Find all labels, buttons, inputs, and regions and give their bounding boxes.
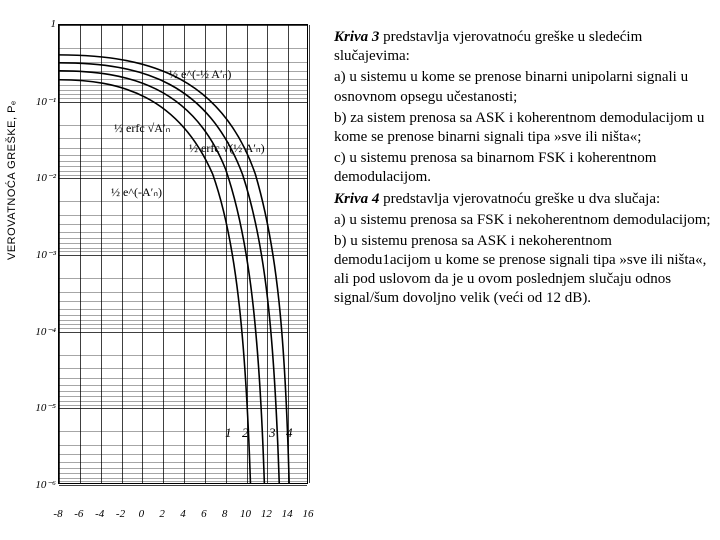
gridline-h [59,332,307,333]
xtick: -4 [95,508,104,520]
gridline-h-minor [59,391,307,392]
kriva3-lead: Kriva 3 [334,29,379,45]
gridline-h [59,25,307,26]
gridline-h-minor [59,292,307,293]
plot-area: ½ e^(-½ A′ₙ) ½ erfc √A′ₙ ½ erfc √(½ A′ₙ) ½ … [58,24,308,484]
gridline-h-minor [59,232,307,233]
xtick: 14 [282,508,293,520]
gridline-h [59,178,307,179]
gridline-h-minor [59,125,307,126]
xtick: 4 [180,508,186,520]
xtick: -8 [53,508,62,520]
curve-4 [59,55,289,483]
ytick: 10⁻² [30,171,56,184]
gridline-h-minor [59,243,307,244]
xtick: -6 [74,508,83,520]
gridline-h [59,102,307,103]
formula-label: ½ erfc √(½ A′ₙ) [189,141,265,156]
gridline-h-minor [59,138,307,139]
gridline-h-minor [59,378,307,379]
gridline-h-minor [59,309,307,310]
gridline-h-minor [59,201,307,202]
gridline-h-minor [59,462,307,463]
gridline-h-minor [59,248,307,249]
kriva3-c: c) u sistemu prenosa sa binarnom FSK i k… [334,149,712,187]
gridline-h-minor [59,478,307,479]
gridline-h-minor [59,171,307,172]
ytick: 1 [30,18,56,30]
text-panel: Kriva 3 predstavlja vjerovatnoću greške … [330,0,720,540]
gridline-h-minor [59,94,307,95]
gridline-h-minor [59,175,307,176]
gridline-h-minor [59,328,307,329]
gridline-h-minor [59,62,307,63]
gridline-h-minor [59,238,307,239]
kriva3-a: a) u sistemu u kome se prenose binarni u… [334,68,712,106]
formula-label: ½ erfc √A′ₙ [114,121,170,136]
gridline-v [309,25,310,483]
gridline-h-minor [59,468,307,469]
gridline-h-minor [59,278,307,279]
curve-number: 1 [225,425,232,441]
ytick: 10⁻⁶ [30,478,56,491]
gridline-h-minor [59,215,307,216]
gridline-h-minor [59,320,307,321]
gridline-h-minor [59,224,307,225]
kriva3-block: Kriva 3 predstavlja vjerovatnoću greške … [334,28,712,66]
gridline-h-minor [59,98,307,99]
kriva4-intro: predstavlja vjerovatnoću greške u dva sl… [379,191,660,207]
xtick: 10 [240,508,251,520]
gridline-h-minor [59,445,307,446]
gridline-h-minor [59,396,307,397]
xtick: 16 [303,508,314,520]
gridline-h-minor [59,368,307,369]
gridline-h [59,408,307,409]
ytick: 10⁻¹ [30,95,56,108]
y-axis-label: VEROVATNOĆA GREŠKE, Pₑ [6,100,18,260]
gridline-h [59,485,307,486]
gridline-h-minor [59,315,307,316]
xtick: 12 [261,508,272,520]
ytick: 10⁻⁵ [30,401,56,414]
gridline-h-minor [59,473,307,474]
gridline-h-minor [59,48,307,49]
xtick: 2 [159,508,165,520]
curve-number: 3 [269,425,276,441]
kriva3-intro: predstavlja vjerovatnoću greške u sledeć… [334,29,642,64]
gridline-h-minor [59,85,307,86]
gridline-h-minor [59,355,307,356]
formula-label: ½ e^(-½ A′ₙ) [169,67,231,82]
curve-number: 2 [242,425,249,441]
gridline-h-minor [59,90,307,91]
kriva4-b: b) u sistemu prenosa sa ASK i nekoherent… [334,232,712,309]
xtick: 6 [201,508,207,520]
gridline-h-minor [59,251,307,252]
kriva4-lead: Kriva 4 [334,191,379,207]
figure-panel: VEROVATNOĆA GREŠKE, Pₑ ½ e^(-½ A′ₙ) ½ erf… [0,0,330,540]
ytick: 10⁻³ [30,248,56,261]
gridline-h-minor [59,301,307,302]
xtick: -2 [116,508,125,520]
gridline-h-minor [59,166,307,167]
gridline-h-minor [59,401,307,402]
ytick: 10⁻⁴ [30,325,56,338]
kriva4-a: a) u sistemu prenosa sa FSK i nekoherent… [334,211,712,230]
gridline-h-minor [59,385,307,386]
kriva4-block: Kriva 4 predstavlja vjerovatnoću greške … [334,190,712,209]
xtick: 8 [222,508,228,520]
formula-label: ½ e^(-A′ₙ) [111,185,162,200]
gridline-h-minor [59,454,307,455]
kriva3-b: b) za sistem prenosa sa ASK i koherentno… [334,109,712,147]
curve-number: 4 [286,425,293,441]
gridline-h-minor [59,161,307,162]
gridline-h-minor [59,405,307,406]
gridline-h-minor [59,155,307,156]
gridline-h [59,255,307,256]
xtick: 0 [139,508,145,520]
gridline-h-minor [59,148,307,149]
gridline-h-minor [59,324,307,325]
gridline-h-minor [59,481,307,482]
